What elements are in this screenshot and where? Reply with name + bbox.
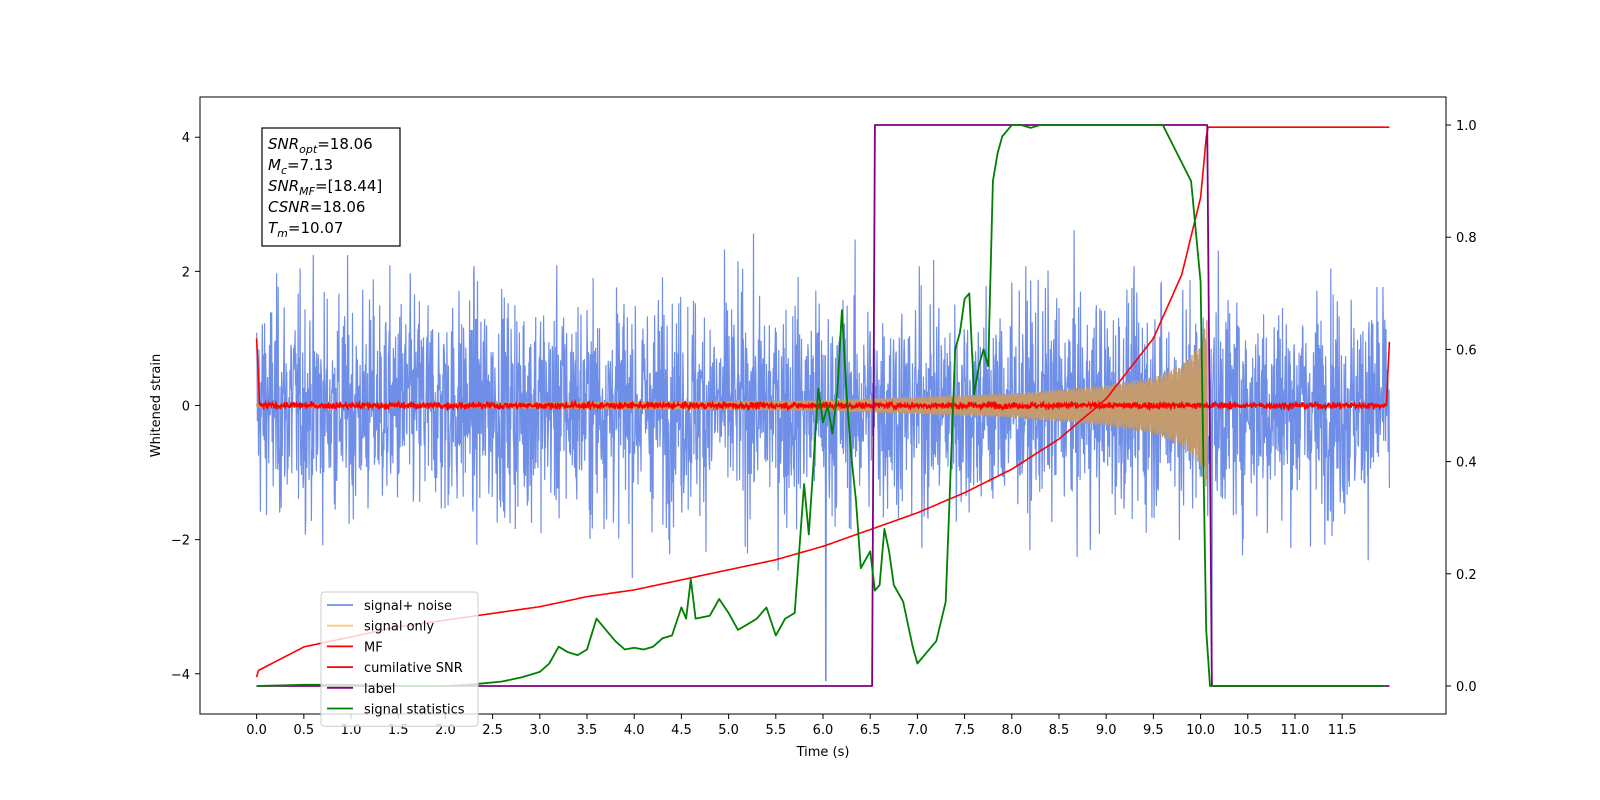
series-signal-statistics xyxy=(256,124,1385,687)
legend-entry: signal only xyxy=(364,620,434,635)
x-tick-label: 10.0 xyxy=(1186,723,1215,738)
x-tick-label: 7.5 xyxy=(954,723,975,738)
x-tick-label: 4.5 xyxy=(671,723,692,738)
series-mf xyxy=(255,338,1391,412)
x-tick-label: 11.0 xyxy=(1280,723,1309,738)
legend-entry: signal statistics xyxy=(364,703,465,718)
y2-tick-label: 0.6 xyxy=(1456,343,1477,358)
y2-tick-label: 0.0 xyxy=(1456,680,1477,695)
annotation-line: Mc=7.13 xyxy=(268,156,333,177)
legend-frame xyxy=(320,591,479,727)
x-tick-label: 2.0 xyxy=(435,723,456,738)
y2-tick-label: 0.8 xyxy=(1456,231,1477,246)
x-axis-ticks: 0.0 0.5 1.0 1.5 2.0 2.5 3.0 3.5 4.0 4.5 5.0 5.5 6.0 6… xyxy=(246,714,1357,738)
x-tick-label: 5.0 xyxy=(718,723,739,738)
y-tick-label: 2 xyxy=(182,265,190,280)
legend-entry: cumilative SNR xyxy=(364,661,463,676)
x-axis-label: Time (s) xyxy=(796,745,850,760)
legend: signal+ noise signal only MF cumilative SNR… xyxy=(320,591,479,727)
y-axis-label: Whitened strain xyxy=(149,354,164,457)
x-tick-label: 3.0 xyxy=(529,723,550,738)
annotation-line: SNRopt=18.06 xyxy=(268,135,373,156)
y2-axis-ticks: 0.0 0.2 0.4 0.6 0.8 1.0 xyxy=(1446,119,1477,695)
x-tick-label: 9.0 xyxy=(1096,723,1117,738)
x-tick-label: 1.5 xyxy=(388,723,409,738)
x-tick-label: 6.5 xyxy=(860,723,881,738)
x-tick-label: 9.5 xyxy=(1143,723,1164,738)
annotation-frame xyxy=(261,127,401,247)
x-tick-label: 11.5 xyxy=(1328,723,1357,738)
x-tick-label: 0.5 xyxy=(293,723,314,738)
y-tick-label: −2 xyxy=(171,534,190,549)
x-tick-label: 0.0 xyxy=(246,723,267,738)
legend-entry: MF xyxy=(364,640,383,655)
y-tick-label: 4 xyxy=(182,131,190,146)
y2-tick-label: 0.2 xyxy=(1456,568,1477,583)
y-axis-ticks: −4 −2 0 2 4 xyxy=(171,131,200,683)
x-tick-label: 6.0 xyxy=(813,723,834,738)
y-tick-label: 0 xyxy=(182,400,190,415)
legend-entry: signal+ noise xyxy=(364,599,452,614)
x-tick-label: 7.0 xyxy=(907,723,928,738)
snr-annotation-box: SNRopt=18.06Mc=7.13SNRMF=[18.44]CSNR=18.… xyxy=(261,127,401,247)
x-tick-label: 1.0 xyxy=(341,723,362,738)
x-tick-label: 2.5 xyxy=(482,723,503,738)
x-tick-label: 10.5 xyxy=(1233,723,1262,738)
legend-entry: label xyxy=(364,682,395,697)
annotation-line: Tm=10.07 xyxy=(268,219,343,240)
y-tick-label: −4 xyxy=(171,668,190,683)
y2-tick-label: 0.4 xyxy=(1456,456,1477,471)
x-tick-label: 4.0 xyxy=(624,723,645,738)
annotation-line: CSNR=18.06 xyxy=(268,198,365,216)
x-tick-label: 3.5 xyxy=(577,723,598,738)
annotation-line: SNRMF=[18.44] xyxy=(268,177,382,198)
x-tick-label: 8.0 xyxy=(1001,723,1022,738)
y2-tick-label: 1.0 xyxy=(1456,119,1477,134)
x-tick-label: 5.5 xyxy=(765,723,786,738)
x-tick-label: 8.5 xyxy=(1049,723,1070,738)
